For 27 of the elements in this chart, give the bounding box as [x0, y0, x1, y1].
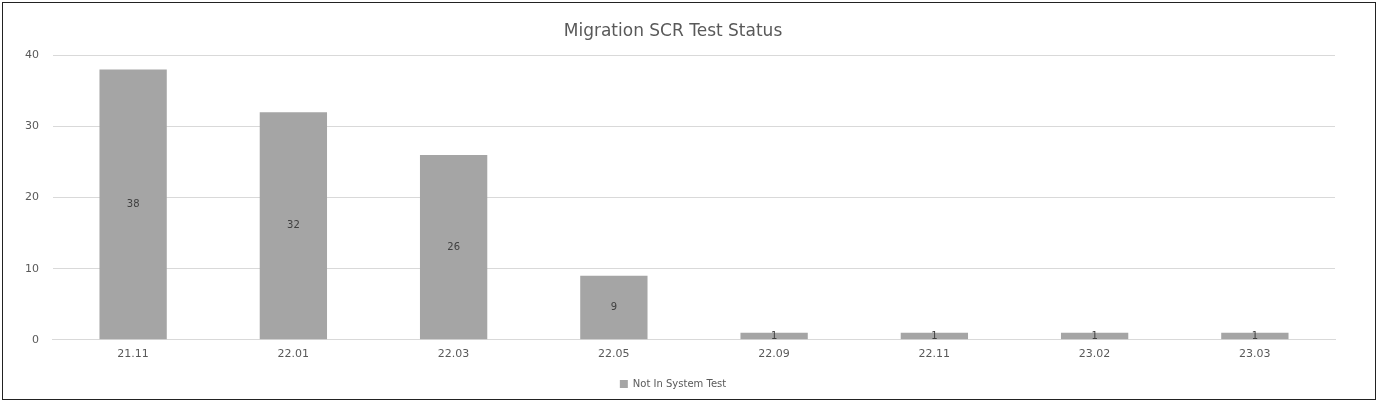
x-tick-label: 23.03: [1239, 347, 1271, 361]
x-tick-label: 23.02: [1078, 347, 1111, 361]
x-tick-label: 22.11: [918, 347, 951, 361]
y-tick-label: 20: [25, 190, 39, 204]
legend-label: Not In System Test: [632, 377, 727, 389]
data-label: 1: [931, 329, 938, 341]
bar: [580, 275, 648, 340]
y-tick-label: 30: [25, 119, 39, 133]
data-label: 1: [770, 329, 778, 341]
x-tick-label: 22.01: [277, 347, 310, 361]
data-label: 9: [610, 301, 618, 313]
data-label: 26: [447, 240, 460, 252]
x-tick-label: 21.11: [117, 347, 149, 361]
y-tick-label: 10: [25, 261, 39, 275]
y-tick-label: 0: [32, 332, 39, 346]
y-tick-label: 40: [25, 48, 39, 62]
bar: [419, 154, 488, 340]
data-label: 38: [126, 198, 140, 210]
x-tick-label: 22.09: [758, 347, 790, 361]
data-label: 32: [287, 219, 300, 231]
bar: [99, 69, 167, 340]
bar: [259, 112, 328, 340]
x-tick-label: 22.05: [598, 347, 630, 361]
chart-title: Migration SCR Test Status: [563, 19, 783, 40]
data-label: 1: [1091, 329, 1098, 341]
data-label: 1: [1251, 329, 1259, 341]
x-tick-label: 22.03: [437, 347, 470, 361]
